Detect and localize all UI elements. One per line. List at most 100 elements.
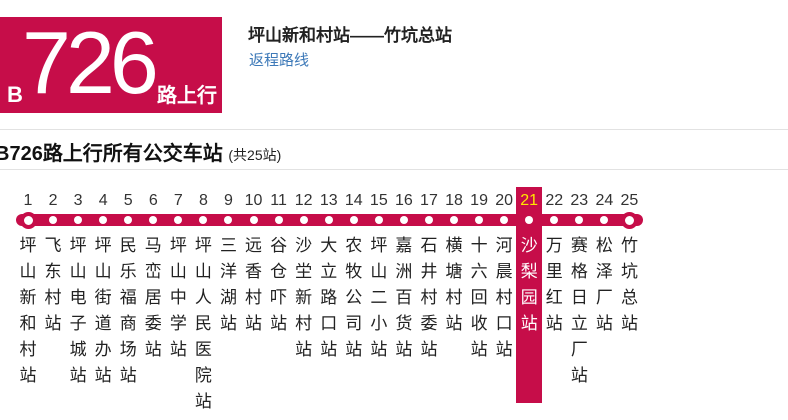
stop-name-link[interactable]: 赛格日立厂站	[570, 236, 588, 385]
route-stop: 19 十六回收站	[466, 187, 492, 403]
stop-name-link[interactable]: 万里红站	[545, 236, 563, 333]
stop-dot	[600, 216, 609, 224]
terminal-stop-ring	[19, 211, 37, 229]
route-stop: 14 农牧公司站	[341, 187, 367, 403]
stop-dot	[199, 216, 208, 224]
stop-name-link[interactable]: 大立路口站	[320, 236, 338, 359]
stop-number: 7	[173, 192, 183, 209]
stop-name-link[interactable]: 石井村委站	[420, 236, 438, 359]
stop-dot	[99, 216, 108, 224]
stop-name-link[interactable]: 竹坑总站	[620, 236, 638, 333]
stop-dot	[149, 216, 158, 224]
route-stop: 4 坪山街道办站	[90, 187, 116, 403]
stop-dot	[324, 216, 333, 224]
stop-number: 20	[495, 192, 514, 209]
route-stop: 3 坪山电子城站	[65, 187, 91, 403]
route-stop: 11 谷仓吓站	[266, 187, 292, 403]
stop-dot	[249, 216, 258, 224]
stop-number: 12	[294, 192, 313, 209]
stop-dot	[274, 216, 283, 224]
stop-number: 22	[545, 192, 564, 209]
route-number: 726	[22, 13, 159, 112]
return-route-link[interactable]: 返程路线	[249, 52, 310, 69]
stop-name-link[interactable]: 沙坣新村站	[295, 236, 313, 359]
route-direction-label: 路上行	[157, 85, 217, 107]
stop-name-link[interactable]: 坪山二小站	[370, 236, 388, 359]
stop-name-link[interactable]: 坪山新和村站	[19, 236, 37, 385]
stop-dot	[550, 216, 559, 224]
route-stop: 16 嘉洲百货站	[391, 187, 417, 403]
stop-name-link[interactable]: 谷仓吓站	[270, 236, 288, 333]
route-stop: 8 坪山人民医院站	[190, 187, 216, 411]
stop-number: 24	[595, 192, 614, 209]
stop-number: 4	[98, 192, 108, 209]
stop-name-link[interactable]: 远香村站	[245, 236, 263, 333]
stop-name-link[interactable]: 河晨村口站	[495, 236, 513, 359]
stop-dot	[450, 216, 459, 224]
stop-name-link[interactable]: 坪山人民医院站	[194, 236, 212, 411]
route-stop: 17 石井村委站	[416, 187, 442, 403]
stop-name-link[interactable]: 沙梨园站	[520, 236, 538, 333]
route-title: 坪山新和村站——竹坑总站	[248, 26, 452, 45]
stop-name-link[interactable]: 坪山中学站	[169, 236, 187, 359]
stop-name-link[interactable]: 三洋湖站	[219, 236, 237, 333]
stop-dot	[49, 216, 58, 224]
stop-number: 13	[319, 192, 338, 209]
stop-number: 21	[520, 192, 539, 209]
stop-dot	[299, 216, 308, 224]
stop-dot	[475, 216, 484, 224]
stop-number: 23	[570, 192, 589, 209]
stop-dot	[349, 216, 358, 224]
stop-name-link[interactable]: 民乐福商场站	[119, 236, 137, 385]
terminal-stop-ring	[620, 211, 638, 229]
route-badge: B 726 路上行	[0, 17, 222, 113]
divider-bottom	[0, 169, 788, 170]
stop-number: 5	[123, 192, 133, 209]
route-stop: 1 坪山新和村站	[15, 187, 41, 403]
stop-dot	[374, 216, 383, 224]
stop-name-link[interactable]: 农牧公司站	[345, 236, 363, 359]
stop-number: 25	[620, 192, 639, 209]
stop-dot	[224, 216, 233, 224]
stop-dot	[124, 216, 133, 224]
stop-number: 18	[445, 192, 463, 209]
stop-name-link[interactable]: 坪山街道办站	[94, 236, 112, 385]
route-stop: 7 坪山中学站	[165, 187, 191, 403]
route-stop: 22 万里红站	[541, 187, 567, 403]
stations-count-note: (共25站)	[228, 147, 282, 163]
stop-name-link[interactable]: 松泽厂站	[595, 236, 613, 333]
stations-section-heading: B726路上行所有公交车站 (共25站)	[0, 137, 281, 166]
stop-number: 6	[148, 192, 158, 209]
stop-name-link[interactable]: 马峦居委站	[144, 236, 162, 359]
route-stop: 12 沙坣新村站	[291, 187, 317, 403]
stop-dot	[575, 216, 584, 224]
stop-number: 14	[344, 192, 363, 209]
route-stop: 10 远香村站	[241, 187, 267, 403]
stop-number: 1	[23, 192, 33, 209]
route-stop: 25 竹坑总站	[616, 187, 642, 403]
stop-number: 19	[470, 192, 488, 209]
route-stop: 24 松泽厂站	[591, 187, 617, 403]
stop-dot	[424, 216, 433, 224]
route-stop: 9 三洋湖站	[215, 187, 241, 403]
stop-dot	[174, 216, 183, 224]
stop-dot	[399, 216, 408, 224]
route-stop: 13 大立路口站	[316, 187, 342, 403]
stop-name-link[interactable]: 坪山电子城站	[69, 236, 87, 385]
route-stop: 2 飞东村站	[40, 187, 66, 403]
stop-name-link[interactable]: 嘉洲百货站	[395, 236, 413, 359]
route-stop: 23 赛格日立厂站	[566, 187, 592, 403]
stop-number: 8	[198, 192, 208, 209]
stop-name-link[interactable]: 横塘村站	[445, 236, 463, 333]
route-stop: 18 横塘村站	[441, 187, 467, 403]
route-stop: 15 坪山二小站	[366, 187, 392, 403]
stop-name-link[interactable]: 十六回收站	[470, 236, 488, 359]
stop-number: 11	[270, 192, 287, 209]
stop-number: 3	[73, 192, 83, 209]
route-stop: 20 河晨村口站	[491, 187, 517, 403]
stop-name-link[interactable]: 飞东村站	[44, 236, 62, 333]
divider-top	[0, 129, 788, 130]
stations-heading-text: B726路上行所有公交车站	[0, 143, 223, 165]
